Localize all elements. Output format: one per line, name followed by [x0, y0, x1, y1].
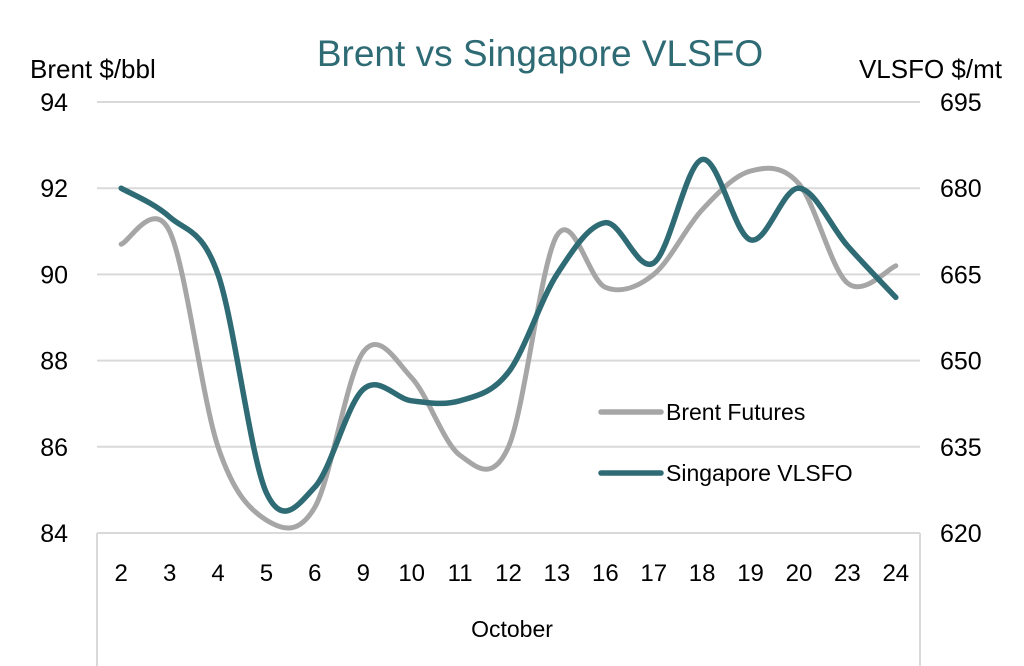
right-tick-label: 665: [940, 261, 982, 289]
left-tick-label: 88: [40, 348, 68, 376]
x-tick-label: 23: [834, 560, 861, 587]
right-tick-label: 635: [940, 434, 982, 462]
legend-label-singapore-vlsfo: Singapore VLSFO: [666, 460, 853, 486]
x-tick-label: 4: [211, 560, 224, 587]
x-tick-label: 2: [115, 560, 128, 587]
x-tick-label: 19: [737, 560, 764, 587]
right-tick-label: 695: [940, 89, 982, 117]
series-line-singapore-vlsfo: [118, 156, 899, 514]
right-tick-label: 620: [940, 520, 982, 548]
series-lines: [118, 156, 899, 531]
left-tick-label: 86: [40, 434, 68, 462]
left-tick-label: 92: [40, 175, 68, 203]
left-tick-label: 90: [40, 261, 68, 289]
chart-title: Brent vs Singapore VLSFO: [317, 33, 763, 74]
x-tick-label: 17: [640, 560, 667, 587]
x-tick-label: 10: [398, 560, 425, 587]
left-axis-label: Brent $/bbl: [30, 54, 156, 84]
x-tick-label: 18: [689, 560, 716, 587]
right-tick-label: 680: [940, 175, 982, 203]
gridlines: [97, 101, 920, 448]
x-tick-label: 13: [544, 560, 571, 587]
x-tick-label: 6: [308, 560, 321, 587]
x-tick-label: 16: [592, 560, 619, 587]
x-tick-label: 11: [448, 560, 473, 587]
series-line-brent-futures: [118, 165, 899, 531]
x-tick-label: 12: [495, 560, 522, 587]
x-tick-label: 9: [357, 560, 370, 587]
x-tick-label: 24: [882, 560, 909, 587]
right-axis-label: VLSFO $/mt: [859, 54, 1003, 84]
x-tick-label: 20: [786, 560, 813, 587]
legend: Brent Futures Singapore VLSFO: [598, 399, 853, 486]
right-tick-label: 650: [940, 348, 982, 376]
x-tick-label: 5: [260, 560, 273, 587]
left-tick-label: 94: [40, 89, 68, 117]
left-tick-label: 84: [40, 520, 68, 548]
x-tick-label: 3: [163, 560, 176, 587]
x-axis-label: October: [471, 616, 553, 642]
legend-label-brent-futures: Brent Futures: [666, 399, 805, 425]
